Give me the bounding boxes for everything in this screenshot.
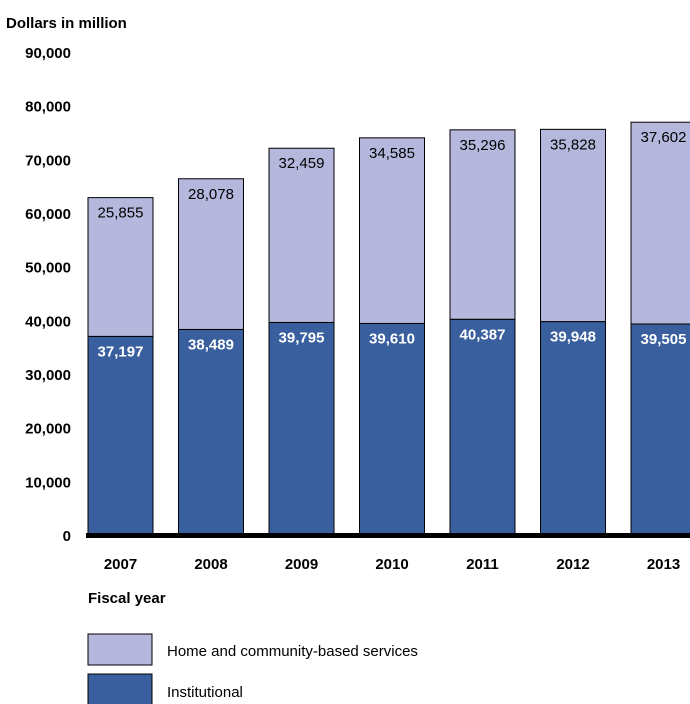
y-tick-label: 20,000 [25, 421, 71, 438]
y-tick-label: 10,000 [25, 474, 71, 491]
bar-institutional [268, 321, 335, 537]
x-tick-label: 2010 [375, 556, 408, 573]
legend: Home and community-based services Instit… [87, 633, 418, 704]
y-tick-label: 0 [63, 528, 71, 545]
y-tick-label: 90,000 [25, 45, 71, 62]
bar-home-community [178, 178, 244, 330]
x-tick-label: 2008 [194, 556, 227, 573]
data-label-home-community: 28,078 [188, 186, 234, 203]
data-label-institutional: 37,197 [98, 343, 144, 360]
bar-home-community [359, 137, 425, 324]
bar-institutional [178, 328, 244, 537]
y-tick-label: 80,000 [25, 99, 71, 116]
data-label-institutional: 40,387 [460, 326, 506, 343]
data-label-institutional: 39,505 [641, 331, 687, 348]
bar-home-community [540, 128, 606, 323]
x-tick-label: 2012 [556, 556, 589, 573]
data-label-institutional: 39,948 [550, 329, 596, 346]
x-axis-title: Fiscal year [88, 590, 166, 607]
data-label-home-community: 35,828 [550, 136, 596, 153]
x-tick-label: 2011 [466, 556, 499, 573]
y-tick-label: 60,000 [25, 206, 71, 223]
bar-home-community [449, 129, 516, 320]
bar-home-community [268, 147, 335, 323]
legend-label-institutional: Institutional [167, 684, 243, 701]
x-tick-label: 2007 [104, 556, 137, 573]
data-label-home-community: 34,585 [369, 145, 415, 162]
y-tick-label: 50,000 [25, 260, 71, 277]
legend-label-home-community: Home and community-based services [167, 643, 418, 660]
data-label-institutional: 38,489 [188, 336, 234, 353]
data-label-home-community: 37,602 [641, 129, 687, 146]
bar-home-community [630, 121, 690, 325]
bar-institutional [630, 323, 690, 537]
data-label-institutional: 39,795 [279, 329, 325, 346]
bar-institutional [540, 321, 606, 537]
legend-swatch-home-community [87, 633, 153, 666]
x-tick-label: 2009 [285, 556, 318, 573]
bars: 25,855 37,197 28,078 38,489 32,459 39,795 34,5… [87, 121, 690, 537]
data-label-home-community: 32,459 [279, 155, 325, 172]
y-axis-ticks: 0 10,000 20,000 30,000 40,000 50,000 60,000 70,… [25, 45, 71, 545]
bar-home-community [87, 197, 154, 337]
data-label-home-community: 25,855 [98, 205, 144, 222]
y-axis-title: Dollars in million [6, 15, 127, 32]
y-tick-label: 30,000 [25, 367, 71, 384]
data-label-institutional: 39,610 [369, 330, 415, 347]
bar-institutional [449, 318, 516, 537]
x-axis-line [86, 533, 690, 538]
x-tick-label: 2013 [647, 556, 680, 573]
legend-swatch-institutional [87, 673, 153, 704]
x-axis-ticks: 2007 2008 2009 2010 2011 2012 2013 [104, 556, 680, 573]
bar-institutional [87, 335, 154, 537]
y-tick-label: 70,000 [25, 152, 71, 169]
bar-institutional [359, 322, 425, 537]
data-label-home-community: 35,296 [460, 137, 506, 154]
y-tick-label: 40,000 [25, 313, 71, 330]
